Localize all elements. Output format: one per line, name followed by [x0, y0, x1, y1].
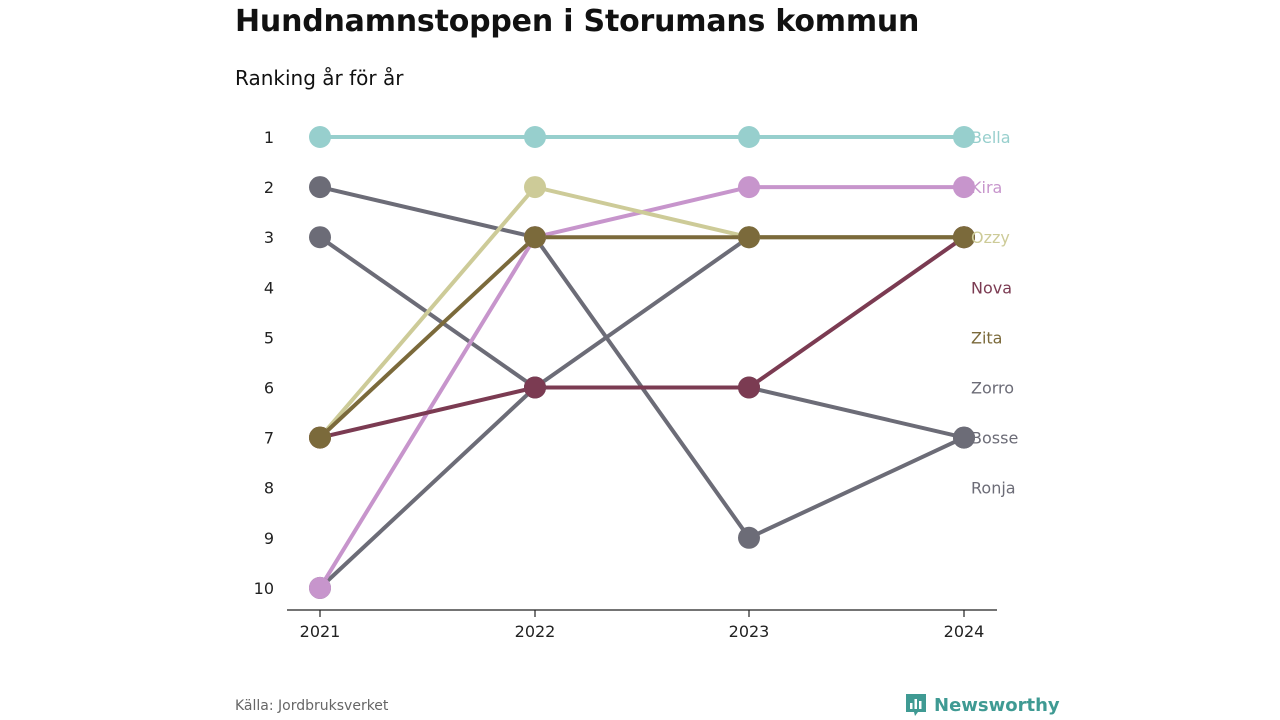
y-tick-label: 5 [264, 328, 274, 347]
y-tick-label: 6 [264, 379, 274, 398]
chart-title: Hundnamnstoppen i Storumans kommun [235, 4, 920, 39]
y-tick-label: 4 [264, 278, 274, 297]
y-tick-label: 2 [264, 178, 274, 197]
data-point-zita [524, 226, 546, 249]
series-points [309, 126, 975, 599]
y-tick-label: 7 [264, 429, 274, 448]
data-point-zita [309, 426, 331, 449]
data-point-bella [738, 126, 760, 148]
legend-label-kira: Kira [971, 178, 1002, 197]
data-point-zita [953, 226, 975, 249]
y-tick-label: 9 [264, 529, 274, 548]
newsworthy-logo-icon [906, 694, 926, 716]
series-line-zorro [318, 235, 966, 390]
data-point-kira [738, 176, 760, 199]
legend-label-bella: Bella [971, 128, 1011, 147]
y-tick-label: 1 [264, 128, 274, 147]
data-point-ronja [309, 176, 331, 199]
data-point-ronja [738, 526, 760, 549]
legend-label-zorro: Zorro [971, 379, 1014, 398]
brand-logo[interactable]: Newsworthy [904, 692, 1060, 718]
legend-label-ozzy: Ozzy [971, 228, 1010, 247]
legend: Bella Kira Ozzy Nova Zita Zorro Bosse Ronja [971, 128, 1018, 498]
legend-label-nova: Nova [971, 278, 1012, 297]
brand-name: Newsworthy [934, 694, 1060, 716]
series-line-bosse [318, 385, 966, 590]
legend-label-zita: Zita [971, 328, 1002, 347]
data-point-kira [953, 176, 975, 199]
chart-subtitle: Ranking år för år [235, 66, 404, 90]
data-point-bella [524, 126, 546, 148]
x-tick-label: 2023 [729, 622, 770, 641]
y-tick-label: 8 [264, 479, 274, 498]
data-point-ozzy [524, 176, 546, 199]
data-point-bella [309, 126, 331, 148]
data-point-ronja [953, 426, 975, 449]
data-point-zorro [309, 226, 331, 249]
series-line-ronja [318, 185, 966, 540]
legend-label-ronja: Ronja [971, 479, 1016, 498]
y-axis: 1 2 3 4 5 6 7 8 9 10 [254, 128, 274, 598]
series-lines [318, 135, 966, 590]
source-note: Källa: Jordbruksverket [235, 698, 389, 714]
y-tick-label: 3 [264, 228, 274, 247]
data-point-nova [738, 376, 760, 399]
data-point-bella [953, 126, 975, 148]
x-tick-label: 2022 [515, 622, 556, 641]
x-tick-label: 2021 [300, 622, 341, 641]
x-axis: 2021 2022 2023 2024 [287, 609, 997, 641]
series-line-nova [318, 235, 966, 440]
data-point-zita [738, 226, 760, 249]
y-tick-label: 10 [254, 579, 274, 598]
x-tick-label: 2024 [944, 622, 985, 641]
data-point-kira [309, 576, 331, 599]
series-line-zita [318, 235, 966, 440]
data-point-nova [524, 376, 546, 399]
legend-label-bosse: Bosse [971, 429, 1018, 448]
